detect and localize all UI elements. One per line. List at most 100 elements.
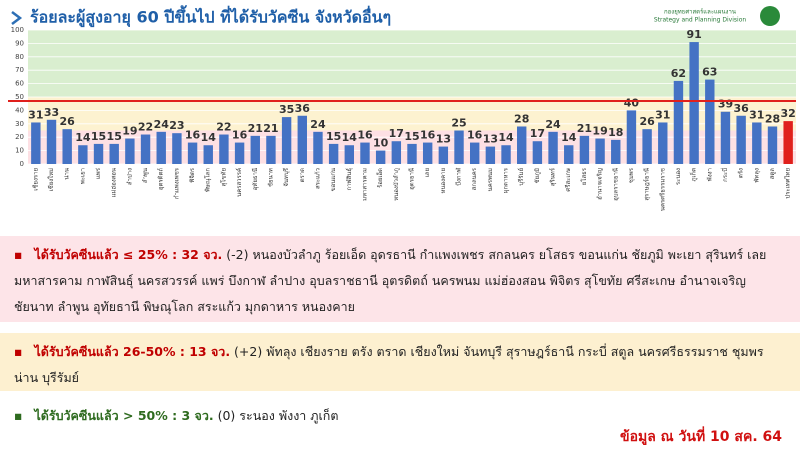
y-tick-label: 20 [15,133,24,141]
y-tick-label: 60 [15,80,24,88]
bar [156,131,166,164]
value-label: 23 [169,119,184,132]
group-change: (+2) [234,344,263,359]
x-tick-label: ร้อยเอ็ด [375,168,384,188]
y-tick-label: 10 [15,147,24,155]
x-tick-label: จันทบุรี [282,167,290,186]
group-box: ▪ ได้รับวัคซีนแล้ว > 50% : 3 จว. (0) ระน… [0,397,800,427]
x-tick-label: อุตรดิตถ์ [157,168,165,191]
value-label: 16 [185,129,201,142]
value-label: 31 [655,108,670,121]
bar [548,131,558,164]
value-label: 31 [28,108,43,121]
value-label: 62 [671,67,686,80]
x-tick-label: นครสวรรค์ [235,168,243,197]
x-tick-label: เชียงราย [31,168,39,191]
x-tick-label: กระบี่ [721,168,729,182]
value-label: 22 [216,121,231,134]
value-label: 13 [436,133,451,146]
x-tick-label: สุโขทัย [219,168,227,186]
bar [579,135,590,164]
bar [438,146,449,164]
value-label: 14 [342,131,358,144]
bar [172,133,182,164]
value-label: 40 [624,96,640,109]
value-label: 28 [514,112,529,125]
y-tick-label: 90 [15,39,24,47]
bar [375,150,386,164]
bar [219,134,229,164]
bar [109,143,119,164]
group-change: (-2) [226,247,249,262]
bar [391,141,402,164]
x-tick-label: น่าน [64,168,71,180]
value-label: 17 [530,127,545,140]
x-tick-label: เชียงใหม่ [47,168,55,191]
x-tick-label: มหาสารคาม [361,168,368,201]
x-tick-label: นครศรีธรรมราช [658,168,666,211]
bar [501,145,511,164]
bar [234,142,245,164]
bar [344,145,355,164]
value-label: 24 [154,118,170,131]
bullet: ▪ [14,408,23,423]
bar [783,121,793,164]
group-change: (0) [217,408,236,423]
bar [689,42,699,165]
bar [407,143,417,164]
bar [658,122,668,164]
logo [760,6,780,26]
bar [187,142,198,164]
value-label: 21 [577,122,592,135]
bar [752,122,762,164]
bar [469,142,480,164]
value-label: 14 [498,131,514,144]
value-label: 22 [138,121,153,134]
value-label: 33 [44,106,59,119]
value-label: 39 [718,98,733,111]
group-heading: ได้รับวัคซีนแล้ว ≤ 25% : 32 จว. [34,247,223,262]
x-tick-label: ประเทศไทย [784,168,792,199]
band [28,97,796,131]
x-tick-label: ยโสธร [580,167,588,185]
bar [595,138,605,164]
bar [78,145,88,164]
bar [767,126,778,164]
value-label: 19 [122,125,137,138]
x-tick-label: ลำปาง [126,168,133,185]
group-heading: ได้รับวัคซีนแล้ว > 50% : 3 จว. [34,408,214,423]
chart: ร้อยละผู้สูงอายุ 60 ปีขึ้นไป ที่ได้รับวั… [8,5,796,211]
bar [720,111,731,164]
x-tick-label: ระนอง [675,168,682,185]
value-label: 15 [326,130,341,143]
bar [140,134,151,164]
x-tick-label: อุดรธานี [408,168,416,190]
y-tick-label: 70 [15,66,24,74]
bar [454,130,464,164]
x-tick-label: กาฬสินธุ์ [345,168,353,191]
bar [250,135,260,164]
x-tick-label: เลย [424,168,431,177]
value-label: 16 [467,129,483,142]
group-box: ▪ ได้รับวัคซีนแล้ว ≤ 25% : 32 จว. (-2) ห… [0,236,800,322]
value-label: 28 [765,112,780,125]
bar [517,126,527,164]
x-tick-label: พังงา [706,168,713,181]
value-label: 21 [248,122,263,135]
value-label: 31 [749,108,764,121]
band [28,30,796,97]
group-provinces: พัทลุง เชียงราย ตรัง ตราด เชียงใหม่ จันท… [14,344,764,385]
chart-title: ร้อยละผู้สูงอายุ 60 ปีขึ้นไป ที่ได้รับวั… [30,5,391,29]
x-tick-label: มุกดาหาร [503,167,510,193]
group-box: ▪ ได้รับวัคซีนแล้ว 26-50% : 13 จว. (+2) … [0,333,800,391]
bullet: ▪ [14,247,23,262]
value-label: 91 [686,28,701,41]
x-tick-label: แพร่ [95,167,102,179]
group-heading: ได้รับวัคซีนแล้ว 26-50% : 13 จว. [34,344,231,359]
x-tick-label: สุรินทร์ [549,167,557,186]
x-tick-label: บึงกาฬ [455,167,463,186]
y-tick-label: 50 [15,93,24,101]
y-tick-label: 80 [15,53,24,61]
bar [297,115,307,164]
